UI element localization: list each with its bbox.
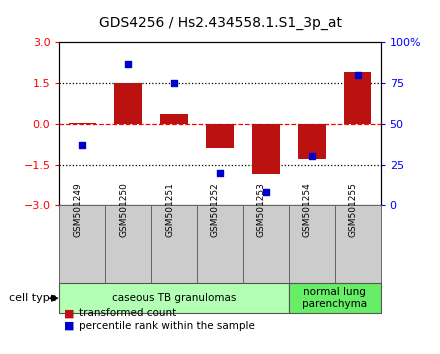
Point [125, 61, 132, 67]
Bar [335, 205, 381, 283]
Point [171, 80, 178, 86]
Text: normal lung
parenchyma: normal lung parenchyma [302, 287, 367, 309]
Text: transformed count: transformed count [79, 308, 176, 318]
Text: GSM501253: GSM501253 [257, 182, 266, 237]
Bar [59, 205, 105, 283]
Text: ■: ■ [64, 321, 74, 331]
Bar [206, 124, 234, 148]
Bar [252, 124, 280, 174]
Point [354, 72, 361, 78]
Bar [105, 205, 151, 283]
Text: caseous TB granulomas: caseous TB granulomas [112, 293, 236, 303]
Text: ■: ■ [64, 308, 74, 318]
Point [308, 154, 315, 159]
Bar [298, 124, 326, 159]
Bar [289, 205, 335, 283]
Text: GSM501249: GSM501249 [73, 182, 82, 236]
Text: GSM501250: GSM501250 [119, 182, 128, 237]
Bar [69, 123, 96, 124]
Text: GSM501255: GSM501255 [348, 182, 358, 237]
Bar [59, 283, 289, 313]
Bar [344, 72, 371, 124]
Point [79, 142, 86, 148]
Text: GSM501251: GSM501251 [165, 182, 174, 237]
Point [262, 189, 269, 195]
Bar [243, 205, 289, 283]
Bar [289, 283, 381, 313]
Text: GSM501254: GSM501254 [303, 182, 312, 236]
Point [216, 170, 224, 176]
Bar [114, 83, 142, 124]
Text: GDS4256 / Hs2.434558.1.S1_3p_at: GDS4256 / Hs2.434558.1.S1_3p_at [99, 16, 341, 30]
Bar [160, 114, 188, 124]
Bar [151, 205, 197, 283]
Text: percentile rank within the sample: percentile rank within the sample [79, 321, 255, 331]
Text: cell type: cell type [9, 293, 56, 303]
Bar [197, 205, 243, 283]
Text: GSM501252: GSM501252 [211, 182, 220, 236]
